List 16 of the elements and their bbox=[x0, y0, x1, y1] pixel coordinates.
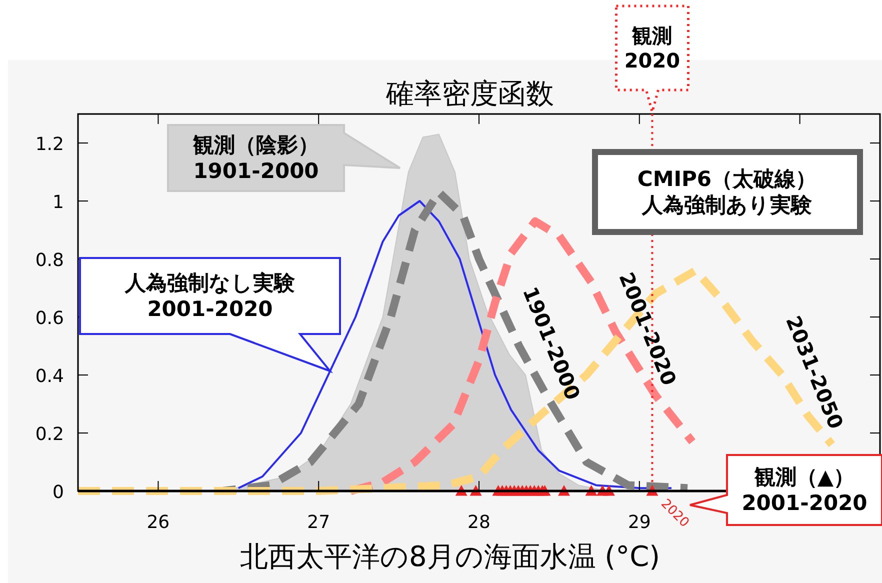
y-tick-label: 1.2 bbox=[35, 134, 64, 155]
x-tick-label: 27 bbox=[307, 512, 330, 533]
y-tick-label: 0.4 bbox=[35, 366, 64, 387]
ref-line-label: 観測 2020 bbox=[624, 24, 680, 72]
annotation: CMIP6（太破線）人為強制あり実験 bbox=[592, 149, 863, 235]
y-tick-label: 0.6 bbox=[35, 308, 64, 329]
y-tick-label: 0.8 bbox=[35, 250, 64, 271]
x-tick-label: 26 bbox=[146, 512, 170, 533]
x-tick-label: 29 bbox=[628, 512, 651, 533]
x-tick-label: 28 bbox=[468, 512, 490, 533]
chart-title: 確率密度函数 bbox=[385, 77, 554, 110]
x-axis-title: 北西太平洋の8月の海面水温 (°C) bbox=[240, 540, 660, 573]
annotation: CMIP6（太破線）人為強制あり実験 bbox=[637, 166, 817, 218]
y-tick-label: 1 bbox=[52, 192, 64, 213]
y-tick-label: 0 bbox=[52, 482, 64, 503]
y-tick-label: 0.2 bbox=[35, 424, 64, 445]
